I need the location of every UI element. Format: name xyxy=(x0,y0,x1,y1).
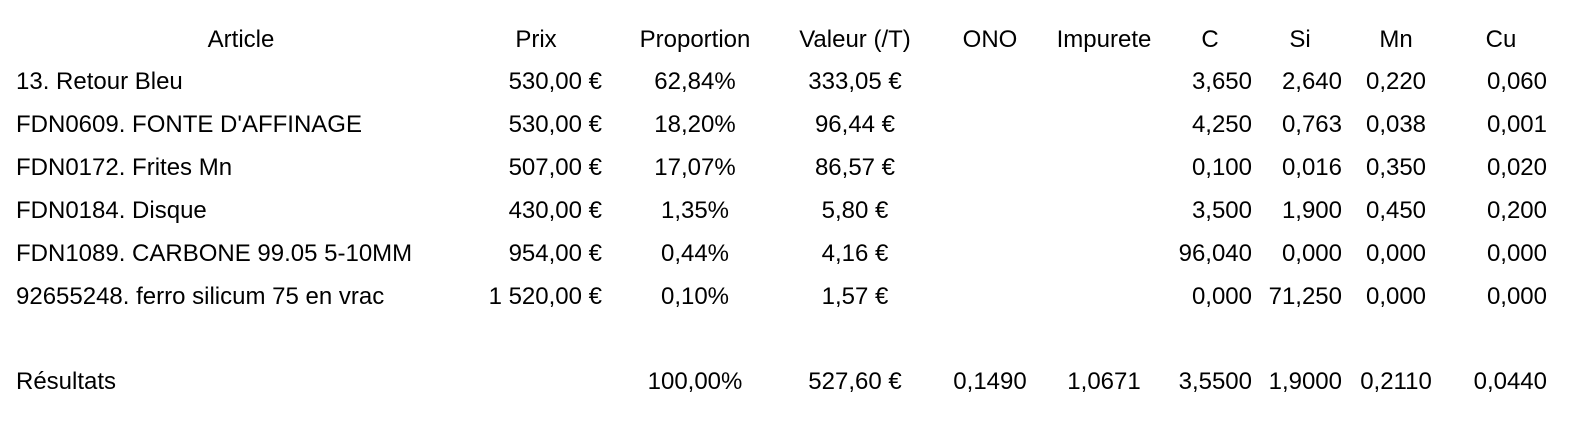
cell-valeur: 5,80 € xyxy=(821,197,889,224)
results-proportion: 100,00% xyxy=(647,368,743,395)
cell-valeur: 86,57 € xyxy=(814,154,896,181)
results-cu: 0,0440 xyxy=(1473,368,1547,395)
table-row: FDN1089. CARBONE 99.05 5-10MM 954,00 € 0… xyxy=(0,234,1589,274)
table-row: 13. Retour Bleu 530,00 € 62,84% 333,05 €… xyxy=(0,62,1589,102)
cell-si: 0,763 xyxy=(1281,111,1342,138)
cell-c: 3,500 xyxy=(1191,197,1252,224)
cell-cu: 0,020 xyxy=(1486,154,1547,181)
results-ono: 0,1490 xyxy=(953,368,1027,395)
cell-article: FDN1089. CARBONE 99.05 5-10MM xyxy=(16,240,413,267)
header-prix: Prix xyxy=(515,26,557,53)
results-valeur: 527,60 € xyxy=(808,368,902,395)
cell-si: 71,250 xyxy=(1268,283,1342,310)
header-ono: ONO xyxy=(962,26,1018,53)
cell-c: 4,250 xyxy=(1191,111,1252,138)
cell-prix: 530,00 € xyxy=(508,68,602,95)
cell-c: 0,100 xyxy=(1191,154,1252,181)
cell-article: 13. Retour Bleu xyxy=(16,68,183,95)
results-impurete: 1,0671 xyxy=(1067,368,1141,395)
header-proportion: Proportion xyxy=(639,26,751,53)
header-c: C xyxy=(1201,26,1219,53)
header-valeur: Valeur (/T) xyxy=(799,26,911,53)
cell-proportion: 0,44% xyxy=(660,240,730,267)
cell-mn: 0,038 xyxy=(1365,111,1427,138)
table-row: FDN0184. Disque 430,00 € 1,35% 5,80 € 3,… xyxy=(0,191,1589,231)
cell-prix: 430,00 € xyxy=(508,197,602,224)
cell-mn: 0,450 xyxy=(1365,197,1427,224)
cell-si: 2,640 xyxy=(1281,68,1342,95)
results-si: 1,9000 xyxy=(1268,368,1342,395)
header-impurete: Impurete xyxy=(1056,26,1152,53)
results-row: Résultats 100,00% 527,60 € 0,1490 1,0671… xyxy=(0,362,1589,402)
cell-cu: 0,060 xyxy=(1486,68,1547,95)
cell-prix: 530,00 € xyxy=(508,111,602,138)
results-c: 3,5500 xyxy=(1178,368,1252,395)
cell-mn: 0,350 xyxy=(1365,154,1427,181)
cell-cu: 0,000 xyxy=(1486,283,1547,310)
cell-proportion: 0,10% xyxy=(660,283,730,310)
cell-mn: 0,000 xyxy=(1365,240,1427,267)
header-article: Article xyxy=(207,26,275,53)
cell-c: 96,040 xyxy=(1178,240,1252,267)
cell-cu: 0,001 xyxy=(1486,111,1547,138)
cell-mn: 0,000 xyxy=(1365,283,1427,310)
cell-article: FDN0172. Frites Mn xyxy=(16,154,233,181)
cell-c: 0,000 xyxy=(1191,283,1252,310)
cell-si: 0,016 xyxy=(1281,154,1342,181)
cell-article: FDN0609. FONTE D'AFFINAGE xyxy=(16,111,362,138)
cell-proportion: 1,35% xyxy=(660,197,730,224)
header-si: Si xyxy=(1289,26,1311,53)
cell-si: 0,000 xyxy=(1281,240,1342,267)
cell-proportion: 17,07% xyxy=(654,154,736,181)
table-row: 92655248. ferro silicum 75 en vrac 1 520… xyxy=(0,277,1589,317)
header-cu: Cu xyxy=(1485,26,1517,53)
header-mn: Mn xyxy=(1379,26,1413,53)
cell-valeur: 4,16 € xyxy=(821,240,889,267)
cell-si: 1,900 xyxy=(1281,197,1342,224)
table-row: FDN0609. FONTE D'AFFINAGE 530,00 € 18,20… xyxy=(0,105,1589,145)
cell-article: 92655248. ferro silicum 75 en vrac xyxy=(16,283,385,310)
cell-cu: 0,200 xyxy=(1486,197,1547,224)
cell-proportion: 62,84% xyxy=(654,68,736,95)
results-mn: 0,2110 xyxy=(1360,368,1432,395)
cell-valeur: 1,57 € xyxy=(821,283,889,310)
cell-article: FDN0184. Disque xyxy=(16,197,207,224)
header-row: Article Prix Proportion Valeur (/T) ONO … xyxy=(0,20,1589,60)
cell-mn: 0,220 xyxy=(1365,68,1427,95)
cell-cu: 0,000 xyxy=(1486,240,1547,267)
cell-prix: 507,00 € xyxy=(508,154,602,181)
cell-c: 3,650 xyxy=(1191,68,1252,95)
cell-prix: 1 520,00 € xyxy=(488,283,602,310)
cell-valeur: 333,05 € xyxy=(808,68,902,95)
results-label: Résultats xyxy=(16,368,117,395)
cell-proportion: 18,20% xyxy=(654,111,736,138)
cell-prix: 954,00 € xyxy=(508,240,602,267)
cell-valeur: 96,44 € xyxy=(814,111,896,138)
table-row: FDN0172. Frites Mn 507,00 € 17,07% 86,57… xyxy=(0,148,1589,188)
